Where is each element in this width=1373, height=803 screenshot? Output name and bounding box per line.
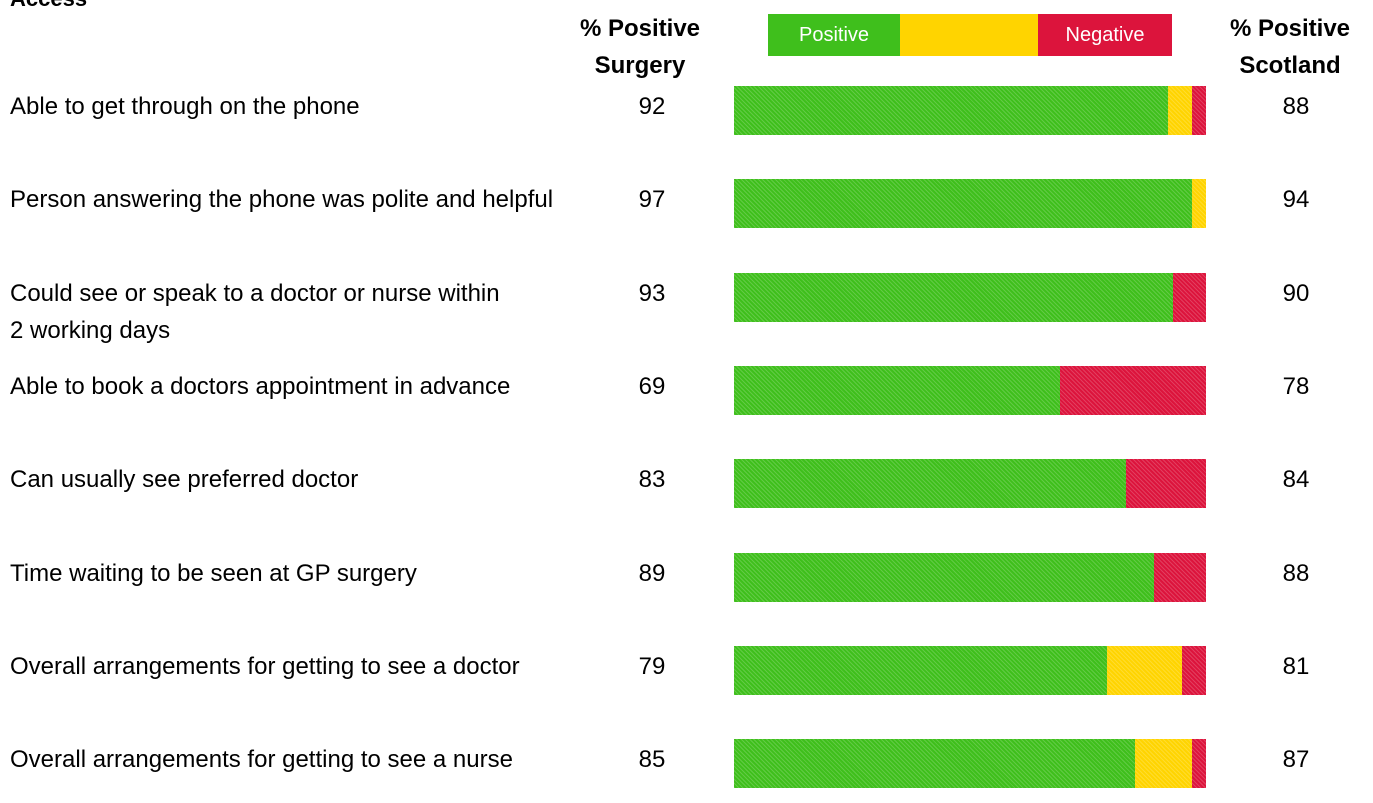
scotland-value: 94 bbox=[1282, 186, 1310, 214]
bar-segment bbox=[1154, 552, 1206, 602]
bar-segment bbox=[734, 179, 1192, 229]
category-label: Could see or speak to a doctor or nurse … bbox=[10, 279, 500, 344]
scotland-value: 88 bbox=[1282, 559, 1310, 587]
bar-segment bbox=[1106, 645, 1183, 695]
bar-segment bbox=[1168, 86, 1192, 135]
bar-segment bbox=[1191, 739, 1206, 789]
legend-swatch bbox=[1038, 14, 1172, 56]
legend-swatch bbox=[900, 14, 1038, 56]
category-label: Able to get through on the phone bbox=[10, 93, 360, 120]
surgery-value: 83 bbox=[638, 466, 666, 494]
bar-segment bbox=[734, 272, 1173, 322]
surgery-value: 92 bbox=[638, 93, 666, 120]
surgery-header: % Positive Surgery bbox=[579, 15, 701, 79]
legend-label: Negative bbox=[1065, 24, 1145, 46]
surgery-value: 97 bbox=[638, 186, 666, 214]
bar-segment bbox=[734, 739, 1136, 789]
category-label: Overall arrangements for getting to see … bbox=[10, 652, 520, 680]
bar-segment bbox=[734, 645, 1107, 695]
bar-segment bbox=[1191, 86, 1206, 135]
bar-segment bbox=[1059, 365, 1206, 415]
surgery-value: 89 bbox=[638, 559, 666, 587]
bar-segment bbox=[1172, 272, 1206, 322]
category-label: Time waiting to be seen at GP surgery bbox=[10, 559, 417, 587]
bar-segment bbox=[734, 459, 1126, 509]
scotland-value: 78 bbox=[1282, 372, 1310, 400]
bar-segment bbox=[1125, 459, 1206, 509]
category-label: Overall arrangements for getting to see … bbox=[10, 746, 513, 774]
legend-swatch bbox=[768, 14, 900, 56]
bar-segment bbox=[1135, 739, 1192, 789]
scotland-value: 88 bbox=[1282, 93, 1310, 120]
legend-label: Positive bbox=[798, 24, 870, 46]
bar-segment bbox=[1191, 179, 1206, 229]
bar-segment bbox=[734, 365, 1060, 415]
scotland-value: 81 bbox=[1282, 652, 1310, 680]
bar-segment bbox=[734, 86, 1169, 135]
scotland-value: 90 bbox=[1282, 279, 1310, 307]
surgery-value: 85 bbox=[638, 746, 666, 774]
surgery-value: 79 bbox=[638, 652, 666, 680]
chart-title: Access bbox=[10, 0, 87, 12]
category-label: Person answering the phone was polite an… bbox=[10, 186, 554, 214]
scotland-value: 87 bbox=[1282, 746, 1310, 774]
scotland-header: % Positive Scotland bbox=[1229, 15, 1351, 79]
bar-segment bbox=[1182, 645, 1206, 695]
bar-segment bbox=[734, 552, 1155, 602]
category-label: Able to book a doctors appointment in ad… bbox=[10, 372, 511, 400]
surgery-value: 93 bbox=[638, 279, 666, 307]
category-label: Can usually see preferred doctor bbox=[10, 466, 359, 494]
surgery-value: 69 bbox=[638, 372, 666, 400]
scotland-value: 84 bbox=[1282, 466, 1310, 494]
